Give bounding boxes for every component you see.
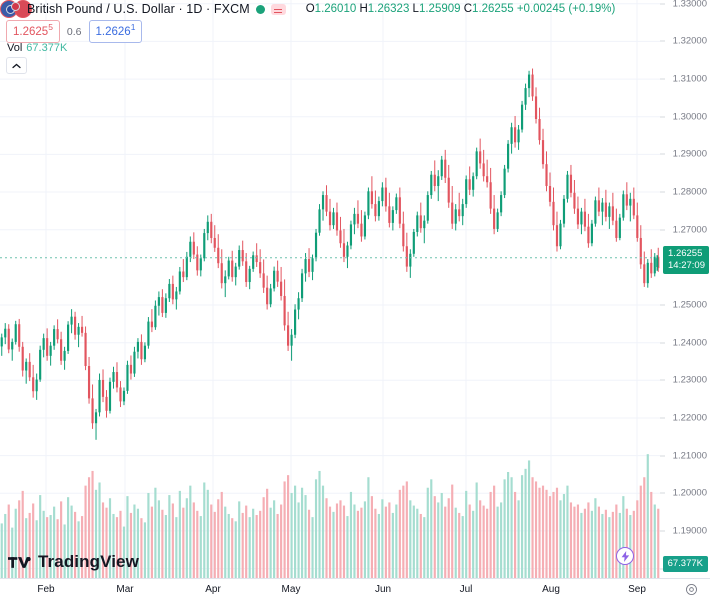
volume-label: Vol xyxy=(7,42,23,54)
ohlc-high-key: H xyxy=(359,3,368,15)
ohlc-high-value: 1.26323 xyxy=(367,3,410,15)
ohlc-values: O1.26010 H1.26323 L1.25909 C1.26255 +0.0… xyxy=(306,3,616,15)
price-tick-mark xyxy=(660,40,665,42)
bid-price[interactable]: 1.26255 xyxy=(6,20,60,44)
chart-plot-area[interactable] xyxy=(0,0,660,578)
lightning-bolt-icon xyxy=(621,550,629,562)
volume-legend: Vol 67.377K xyxy=(7,42,67,54)
price-tick-mark xyxy=(660,3,665,5)
price-tick-label: 1.25000 xyxy=(672,299,707,311)
ohlc-close-key: C xyxy=(463,3,473,15)
price-tick-label: 1.20000 xyxy=(672,487,707,499)
dot-icon[interactable] xyxy=(255,4,265,14)
price-tick-label: 1.19000 xyxy=(672,525,707,537)
price-tick-label: 1.32000 xyxy=(672,35,707,47)
price-tick-mark xyxy=(660,568,665,570)
chevron-up-icon xyxy=(12,63,21,68)
ohlc-open-key: O xyxy=(305,3,315,15)
volume-value: 67.377K xyxy=(26,42,68,54)
gear-icon[interactable] xyxy=(685,583,698,596)
price-tick-label: 1.33000 xyxy=(672,0,707,10)
current-price-value: 1.26255 xyxy=(668,247,703,259)
candlestick-svg xyxy=(0,0,660,578)
price-axis[interactable]: 1.33000 1.32000 1.31000 1.30000 1.29000 1.280… xyxy=(660,0,710,578)
ohlc-low-value: 1.25909 xyxy=(418,3,461,15)
ohlc-change-percent: (+0.19%) xyxy=(568,3,616,15)
ohlc-low-key: L xyxy=(412,3,419,15)
ask-pip: 1 xyxy=(130,22,136,32)
ohlc-open-value: 1.26010 xyxy=(314,3,357,15)
price-tick-label: 1.21000 xyxy=(672,450,707,462)
price-tick-mark xyxy=(660,78,665,80)
price-tick-mark xyxy=(660,455,665,457)
price-tick-label: 1.29000 xyxy=(672,148,707,160)
quote-row: 1.26255 0.6 1.26261 xyxy=(6,20,143,44)
collapse-legend-button[interactable] xyxy=(6,57,27,74)
price-tick-mark xyxy=(660,153,665,155)
price-tick-label: 1.23000 xyxy=(672,374,707,386)
flags-pair-icon xyxy=(6,2,21,16)
price-tick-label: 1.27000 xyxy=(672,224,707,236)
price-tick-mark xyxy=(660,229,665,231)
volume-badge[interactable]: 67.377K xyxy=(662,556,708,572)
price-tick-mark xyxy=(660,304,665,306)
time-tick-label: Apr xyxy=(205,584,221,595)
bid-pip: 5 xyxy=(48,22,53,32)
ask-value: 1.2626 xyxy=(95,25,131,38)
lightning-bolt-button[interactable] xyxy=(616,547,634,565)
price-tick-mark xyxy=(660,492,665,494)
current-price-time: 14:27:09 xyxy=(668,259,705,271)
tradingview-logo[interactable]: TradingView xyxy=(8,552,139,572)
tradingview-logo-icon xyxy=(8,556,31,568)
ohlc-change: +0.00245 xyxy=(516,3,566,15)
price-tick-mark xyxy=(660,379,665,381)
time-tick-label: May xyxy=(281,584,301,595)
ohlc-close-value: 1.26255 xyxy=(472,3,514,15)
time-tick-label: Sep xyxy=(628,584,646,595)
price-tick-label: 1.28000 xyxy=(672,186,707,198)
bid-value: 1.2625 xyxy=(13,25,49,38)
time-axis[interactable]: Feb Mar Apr May Jun Jul Aug Sep xyxy=(0,578,710,600)
current-price-badge[interactable]: 1.26255 14:27:09 xyxy=(663,245,709,275)
price-tick-label: 1.24000 xyxy=(672,337,707,349)
price-tick-mark xyxy=(660,116,665,118)
time-tick-label: Feb xyxy=(37,584,55,595)
price-tick-mark xyxy=(660,191,665,193)
price-tick-mark xyxy=(660,342,665,344)
time-tick-label: Jul xyxy=(459,584,473,595)
time-tick-label: Jun xyxy=(374,584,392,595)
tradingview-logo-text: TradingView xyxy=(38,552,139,571)
spread-value: 0.6 xyxy=(66,25,82,38)
price-tick-mark xyxy=(660,530,665,532)
price-tick-mark xyxy=(660,417,665,419)
price-tick-label: 1.22000 xyxy=(672,412,707,424)
ask-price[interactable]: 1.26261 xyxy=(88,20,143,44)
price-tick-label: 1.30000 xyxy=(672,111,707,123)
time-tick-label: Aug xyxy=(542,584,560,595)
price-tick-label: 1.31000 xyxy=(672,73,707,85)
candles-icon[interactable] xyxy=(270,3,286,15)
chart-legend: British Pound / U.S. Dollar · 1D · FXCM … xyxy=(6,2,615,16)
symbol-title[interactable]: British Pound / U.S. Dollar · 1D · FXCM xyxy=(27,2,250,16)
time-tick-label: Mar xyxy=(116,584,134,595)
